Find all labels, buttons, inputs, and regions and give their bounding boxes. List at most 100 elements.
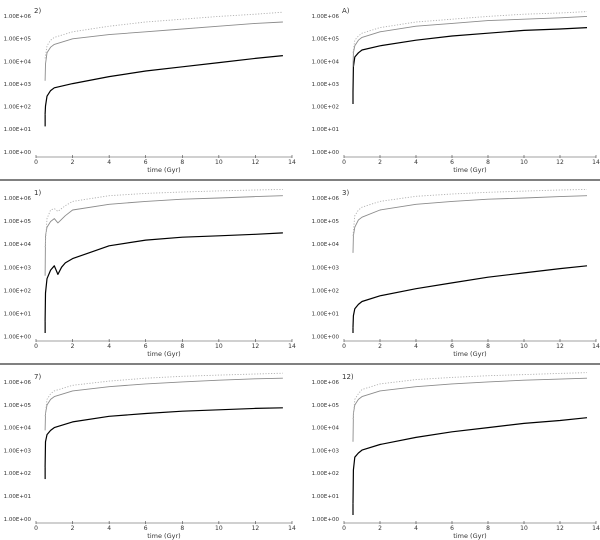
y-tick-label: 1.00E+06 xyxy=(4,14,32,20)
x-tick-label: 14 xyxy=(288,525,296,532)
series-line-solid-black xyxy=(352,265,588,328)
y-tick-label: 1.00E+06 xyxy=(312,14,340,20)
x-tick-label: 10 xyxy=(215,343,223,350)
chart-panel-6: 12)1.00E+06 1.00E+05 1.00E+04 1.00E+03 1.00E… xyxy=(312,372,600,540)
y-tick-label: 1.00E+05 xyxy=(4,219,32,225)
series-line-solid-grey xyxy=(44,21,283,81)
x-tick-label: 0 xyxy=(34,525,38,532)
panel-label: 2) xyxy=(34,7,41,15)
chart-panel-2: A)1.00E+06 1.00E+05 1.00E+04 1.00E+03 1.00E+… xyxy=(312,7,600,174)
series-line-solid-black xyxy=(352,417,588,504)
y-tick-label: 1.00E+01 xyxy=(312,312,339,318)
y-tick-label: 1.00E+02 xyxy=(4,471,31,477)
y-tick-label: 1.00E+03 xyxy=(4,265,32,271)
y-tick-label: 1.00E+04 xyxy=(4,242,32,248)
x-tick-label: 0 xyxy=(342,159,346,166)
x-tick-label: 12 xyxy=(252,343,260,350)
x-axis-label: time (Gyr) xyxy=(453,350,486,358)
chart-panel-3: 1)1.00E+06 1.00E+05 1.00E+04 1.00E+03 1.00E+… xyxy=(4,188,296,358)
x-axis-label: time (Gyr) xyxy=(147,166,180,174)
y-tick-label: 1.00E+04 xyxy=(312,426,340,432)
y-tick-label: 1.00E+00 xyxy=(312,150,340,156)
x-tick-label: 2 xyxy=(71,525,75,532)
panel-label: A) xyxy=(342,7,350,15)
x-tick-label: 2 xyxy=(71,343,75,350)
y-tick-label: 1.00E+01 xyxy=(312,494,339,500)
series-line-dashed-light xyxy=(44,372,283,417)
y-tick-label: 1.00E+02 xyxy=(4,288,31,294)
x-tick-label: 12 xyxy=(556,525,564,532)
x-tick-label: 2 xyxy=(71,159,75,166)
series-line-solid-black xyxy=(44,407,283,468)
x-tick-label: 0 xyxy=(34,159,38,166)
x-tick-label: 6 xyxy=(450,525,454,532)
x-tick-label: 14 xyxy=(592,525,600,532)
x-tick-label: 10 xyxy=(520,343,528,350)
x-tick-label: 4 xyxy=(107,343,111,350)
series-line-dashed-light xyxy=(44,188,283,248)
y-tick-label: 1.00E+03 xyxy=(312,448,340,454)
x-tick-label: 4 xyxy=(414,343,418,350)
x-tick-label: 6 xyxy=(450,343,454,350)
x-tick-label: 12 xyxy=(252,159,260,166)
y-tick-label: 1.00E+06 xyxy=(4,380,32,386)
x-tick-label: 14 xyxy=(288,343,296,350)
x-tick-label: 6 xyxy=(450,159,454,166)
y-tick-label: 1.00E+00 xyxy=(4,517,32,523)
y-tick-label: 1.00E+00 xyxy=(312,335,340,341)
series-line-solid-grey xyxy=(352,15,588,67)
series-line-dashed-light xyxy=(44,11,283,59)
series-line-solid-black xyxy=(44,55,283,115)
y-tick-label: 1.00E+05 xyxy=(4,37,32,43)
x-tick-label: 12 xyxy=(556,343,564,350)
y-tick-label: 1.00E+02 xyxy=(312,105,339,111)
x-tick-label: 6 xyxy=(144,159,148,166)
y-tick-label: 1.00E+00 xyxy=(4,335,32,341)
series-line-solid-grey xyxy=(44,195,283,276)
chart-panel-5: 7)1.00E+06 1.00E+05 1.00E+04 1.00E+03 1.00E+… xyxy=(4,372,296,540)
chart-panel-4: 3)1.00E+06 1.00E+05 1.00E+04 1.00E+03 1.00E+… xyxy=(312,188,600,358)
x-tick-label: 2 xyxy=(378,159,382,166)
x-tick-label: 12 xyxy=(252,525,260,532)
x-tick-label: 8 xyxy=(486,525,490,532)
panel-label: 3) xyxy=(342,189,349,197)
series-line-solid-grey xyxy=(44,377,283,431)
panel-label: 1) xyxy=(34,189,41,197)
x-tick-label: 6 xyxy=(144,525,148,532)
y-tick-label: 1.00E+04 xyxy=(312,59,340,65)
y-tick-label: 1.00E+03 xyxy=(4,82,32,88)
x-axis-label: time (Gyr) xyxy=(147,350,180,358)
x-tick-label: 6 xyxy=(144,343,148,350)
y-tick-label: 1.00E+02 xyxy=(312,288,339,294)
x-axis-label: time (Gyr) xyxy=(453,166,486,174)
y-tick-label: 1.00E+05 xyxy=(4,403,32,409)
y-tick-label: 1.00E+01 xyxy=(4,312,31,318)
y-tick-label: 1.00E+03 xyxy=(312,82,340,88)
x-tick-label: 14 xyxy=(288,159,296,166)
x-tick-label: 8 xyxy=(486,159,490,166)
panel-label: 12) xyxy=(342,373,354,381)
y-tick-label: 1.00E+00 xyxy=(312,517,340,523)
x-tick-label: 4 xyxy=(414,159,418,166)
x-tick-label: 10 xyxy=(520,159,528,166)
x-tick-label: 12 xyxy=(556,159,564,166)
x-axis-label: time (Gyr) xyxy=(453,532,486,540)
y-tick-label: 1.00E+06 xyxy=(312,380,340,386)
x-tick-label: 0 xyxy=(34,343,38,350)
x-tick-label: 4 xyxy=(107,525,111,532)
y-tick-label: 1.00E+03 xyxy=(4,448,32,454)
series-line-dashed-light xyxy=(352,372,588,420)
x-tick-label: 8 xyxy=(486,343,490,350)
x-tick-label: 4 xyxy=(107,159,111,166)
series-line-solid-grey xyxy=(352,377,588,442)
x-tick-label: 0 xyxy=(342,525,346,532)
series-line-dashed-light xyxy=(352,188,588,236)
y-tick-label: 1.00E+06 xyxy=(4,196,32,202)
x-tick-label: 8 xyxy=(180,343,184,350)
y-tick-label: 1.00E+04 xyxy=(312,242,340,248)
y-tick-label: 1.00E+00 xyxy=(4,150,32,156)
y-tick-label: 1.00E+02 xyxy=(4,105,31,111)
x-tick-label: 2 xyxy=(378,343,382,350)
y-tick-label: 1.00E+04 xyxy=(4,426,32,432)
